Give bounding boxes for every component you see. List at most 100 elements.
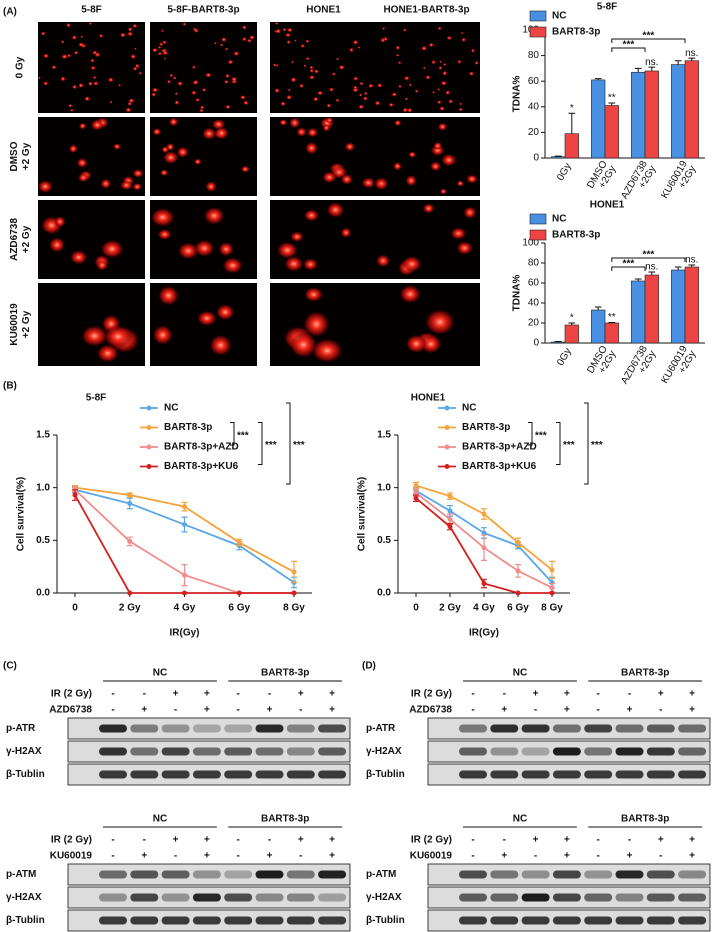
error-bar: [634, 67, 642, 73]
comet-cell: [109, 100, 113, 104]
error-bar: [674, 266, 682, 270]
comet-cell: [289, 331, 317, 358]
condition-sign: -: [174, 851, 177, 862]
row-label: 0 Gy: [15, 56, 26, 78]
blot-band: [678, 747, 707, 756]
significance-mark: ns.: [645, 57, 658, 68]
bar: [684, 60, 699, 159]
comet-cell: [222, 257, 243, 274]
blot-band: [584, 916, 613, 925]
comet-cell: [77, 173, 89, 183]
legend-swatch: [529, 229, 547, 241]
x-tick-label: 8 Gy: [283, 603, 305, 614]
blot-band: [615, 916, 644, 925]
y-tick-label: 1.5: [377, 430, 391, 441]
data-point: [127, 500, 133, 506]
chart-title: 5-8F: [597, 2, 618, 13]
comet-cell: [182, 22, 187, 26]
data-point: [236, 590, 242, 596]
comet-image: [373, 117, 480, 196]
significance-label: ***: [265, 440, 277, 451]
condition-label: IR (2 Gy): [411, 835, 452, 846]
comet-cell: [192, 79, 199, 86]
comet-cell: [191, 90, 197, 95]
significance-mark: ns.: [685, 48, 698, 59]
comet-cell: [96, 344, 119, 363]
blot-band: [459, 747, 487, 756]
comet-cell: [431, 91, 436, 94]
blot-band: [646, 770, 675, 779]
comet-cell: [130, 54, 136, 59]
blot-band: [490, 893, 519, 902]
comet-cell: [440, 80, 447, 86]
comet-cell: [132, 169, 144, 178]
legend-marker: [146, 405, 152, 411]
comet-cell: [94, 52, 101, 58]
condition-sign: -: [268, 835, 271, 846]
condition-sign: -: [628, 835, 631, 846]
column-header: 5-8F: [81, 5, 102, 16]
comet-cell: [127, 27, 133, 32]
comet-cell: [299, 83, 304, 89]
comet-cell: [284, 256, 304, 272]
comet-cell: [125, 107, 132, 113]
comet-image: [373, 22, 480, 113]
comet-cell: [151, 92, 157, 97]
y-tick-label: 60: [528, 278, 540, 289]
comet-cell: [296, 127, 307, 137]
group-label: BART8-3p: [621, 668, 669, 679]
comet-cell: [352, 87, 359, 93]
significance-bracket: [556, 422, 561, 465]
y-tick-label: 40: [528, 101, 540, 112]
comet-cell: [138, 71, 143, 75]
comet-cell: [76, 157, 88, 168]
comet-cell: [428, 42, 434, 48]
comet-cell: [172, 76, 177, 80]
blot-band: [318, 747, 347, 756]
comet-cell: [60, 40, 65, 44]
comet-cell: [214, 126, 229, 140]
comet-cell: [408, 83, 412, 87]
comet-cell: [398, 84, 402, 89]
error-bar: [568, 322, 576, 325]
comet-cell: [340, 173, 353, 185]
comet-cell: [322, 171, 337, 183]
blot-band: [584, 747, 613, 756]
blot-band: [161, 893, 190, 902]
comet-cell: [231, 76, 238, 82]
condition-sign: +: [564, 835, 570, 846]
comet-cell: [118, 83, 122, 87]
legend-label: NC: [462, 403, 476, 414]
data-point: [481, 545, 487, 551]
blot-band: [678, 916, 707, 925]
error-bar: [648, 271, 656, 275]
blot-band: [459, 870, 487, 879]
blot-band: [459, 770, 487, 779]
blot-band: [521, 916, 550, 925]
data-point: [447, 516, 453, 522]
legend-marker: [444, 405, 450, 411]
legend-label: BART8-3p+KU6: [462, 461, 537, 472]
legend-swatch: [529, 26, 547, 38]
x-tick-label: KU60019+2Gy: [659, 343, 698, 390]
comet-cell: [421, 45, 428, 51]
comet-cell: [352, 39, 359, 45]
blot-band: [678, 770, 707, 779]
blot-strip: [67, 863, 351, 886]
y-axis-label: TDNA%: [512, 76, 523, 113]
comet-cell: [60, 76, 66, 82]
condition-sign: -: [237, 851, 240, 862]
comet-cell: [191, 65, 196, 69]
x-tick-label: DMSO+2Gy: [585, 159, 618, 196]
y-tick-label: 60: [528, 76, 540, 87]
data-point: [515, 539, 521, 545]
y-axis-label: Cell survival(%): [16, 477, 27, 551]
blot-band: [130, 870, 159, 879]
condition-sign: -: [471, 689, 474, 700]
blot-band: [255, 893, 284, 902]
blot-band: [192, 916, 221, 925]
column-header: 5-8F-BART8-3p: [167, 5, 239, 16]
blot-strip: [67, 717, 351, 740]
blot-band: [615, 770, 644, 779]
blot-band: [224, 724, 253, 733]
